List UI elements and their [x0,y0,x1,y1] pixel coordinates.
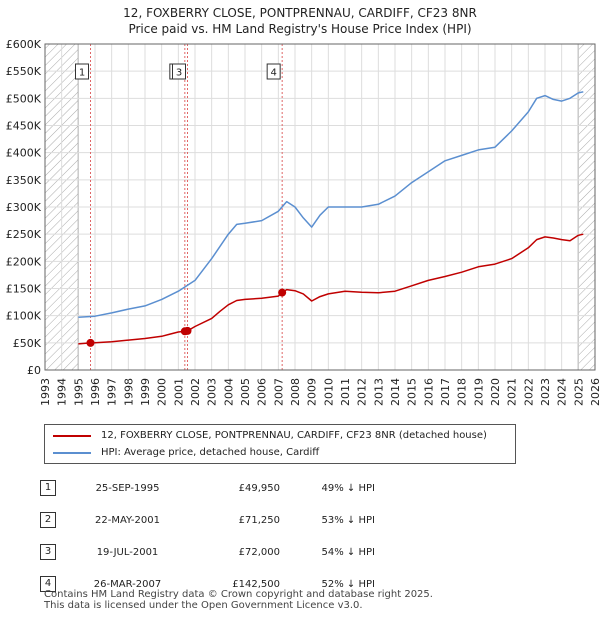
sale-date: 26-MAR-2007 [93,578,162,590]
x-tick-label: 2005 [239,378,252,406]
x-tick-label: 2013 [372,378,385,406]
footer-line2: This data is licensed under the Open Gov… [44,600,363,611]
x-tick-label: 1996 [89,378,102,406]
legend: 12, FOXBERRY CLOSE, PONTPRENNAU, CARDIFF… [44,424,516,464]
chart-title-line2: Price paid vs. HM Land Registry's House … [128,22,472,36]
x-tick-label: 2001 [172,378,185,406]
y-tick-label: £500K [6,92,42,105]
table-row: 3 19-JUL-2001 £72,000 54% ↓ HPI [40,536,375,568]
sale-point [86,338,95,347]
legend-swatch-hpi [53,452,91,454]
sale-date: 22-MAY-2001 [94,514,160,526]
sale-marker-box [75,63,89,80]
y-tick-label: £400K [6,147,42,160]
x-tick-label: 2015 [406,378,419,406]
y-tick-label: £250K [6,228,42,241]
property-line [78,233,584,345]
x-tick-label: 2008 [289,378,302,406]
x-tick-label: 1994 [56,378,69,406]
x-tick-label: 2026 [589,378,600,406]
sale-marker-number: 4 [270,68,276,79]
sale-date: 25-SEP-1995 [95,482,160,494]
table-row: 2 22-MAY-2001 £71,250 53% ↓ HPI [40,504,375,536]
x-tick-label: 2018 [456,378,469,406]
sale-hpi-diff: 54% ↓ HPI [321,546,375,558]
sale-hpi-diff: 49% ↓ HPI [321,482,375,494]
x-tick-label: 2012 [356,378,369,406]
x-tick-label: 2009 [306,378,319,406]
y-tick-label: £200K [6,255,42,268]
x-tick-label: 2014 [389,378,402,406]
legend-label-hpi: HPI: Average price, detached house, Card… [101,447,320,458]
y-tick-label: £150K [6,283,42,296]
x-tick-label: 2002 [189,378,202,406]
sale-number-badge: 3 [40,544,56,560]
y-tick-label: £550K [6,65,42,78]
sale-hpi-diff: 53% ↓ HPI [321,514,375,526]
sale-number-badge: 1 [40,480,56,496]
sale-number-badge: 4 [40,576,56,592]
sale-price: £49,950 [238,482,280,494]
sale-price: £142,500 [232,578,280,590]
x-tick-label: 2007 [272,378,285,406]
x-tick-label: 1995 [72,378,85,406]
x-tick-label: 2025 [572,378,585,406]
x-tick-label: 2017 [439,378,452,406]
table-row: 4 26-MAR-2007 £142,500 52% ↓ HPI [40,568,375,600]
chart-title-line1: 12, FOXBERRY CLOSE, PONTPRENNAU, CARDIFF… [123,6,477,20]
y-tick-label: £300K [6,201,42,214]
y-tick-label: £50K [13,337,42,350]
x-tick-label: 1999 [139,378,152,406]
sale-marker-number: 3 [176,68,182,79]
sales-table: 1 25-SEP-1995 £49,950 49% ↓ HPI 2 22-MAY… [40,472,375,600]
sale-hpi-diff: 52% ↓ HPI [321,578,375,590]
x-tick-label: 1997 [106,378,119,406]
sale-price: £71,250 [238,514,280,526]
x-tick-label: 2010 [322,378,335,406]
sale-marker-box [266,63,281,80]
x-tick-label: 2019 [472,378,485,406]
plot-frame [44,43,596,371]
legend-swatch-property [53,435,91,437]
x-tick-label: 2021 [506,378,519,406]
x-tick-label: 2000 [156,378,169,406]
y-tick-label: £100K [6,310,42,323]
x-tick-label: 1993 [39,378,52,406]
x-tick-label: 2016 [422,378,435,406]
hpi-line [78,91,584,319]
y-tick-label: £350K [6,174,42,187]
x-tick-label: 2004 [222,378,235,406]
x-tick-label: 2020 [489,378,502,406]
x-tick-label: 2011 [339,378,352,406]
x-tick-label: 2003 [206,378,219,406]
sale-date: 19-JUL-2001 [96,546,159,558]
sale-price: £72,000 [238,546,280,558]
x-tick-label: 1998 [122,378,135,406]
sale-number-badge: 2 [40,512,56,528]
y-tick-label: £0 [27,364,41,377]
footer-line1: Contains HM Land Registry data © Crown c… [44,589,433,600]
sale-marker-box [172,63,186,80]
y-tick-label: £600K [6,38,42,51]
footer-attribution: Contains HM Land Registry data © Crown c… [44,589,433,611]
x-tick-label: 2023 [539,378,552,406]
x-tick-label: 2006 [256,378,269,406]
sale-marker-number: 1 [79,68,85,79]
y-tick-label: £450K [6,120,42,133]
legend-label-property: 12, FOXBERRY CLOSE, PONTPRENNAU, CARDIFF… [101,430,487,441]
sale-point [183,326,192,335]
sale-point [278,288,287,297]
price-chart: 1234 £0£50K£100K£150K£200K£250K£300K£350… [6,38,600,406]
x-tick-label: 2024 [556,378,569,406]
x-tick-label: 2022 [522,378,535,406]
table-row: 1 25-SEP-1995 £49,950 49% ↓ HPI [40,472,375,504]
